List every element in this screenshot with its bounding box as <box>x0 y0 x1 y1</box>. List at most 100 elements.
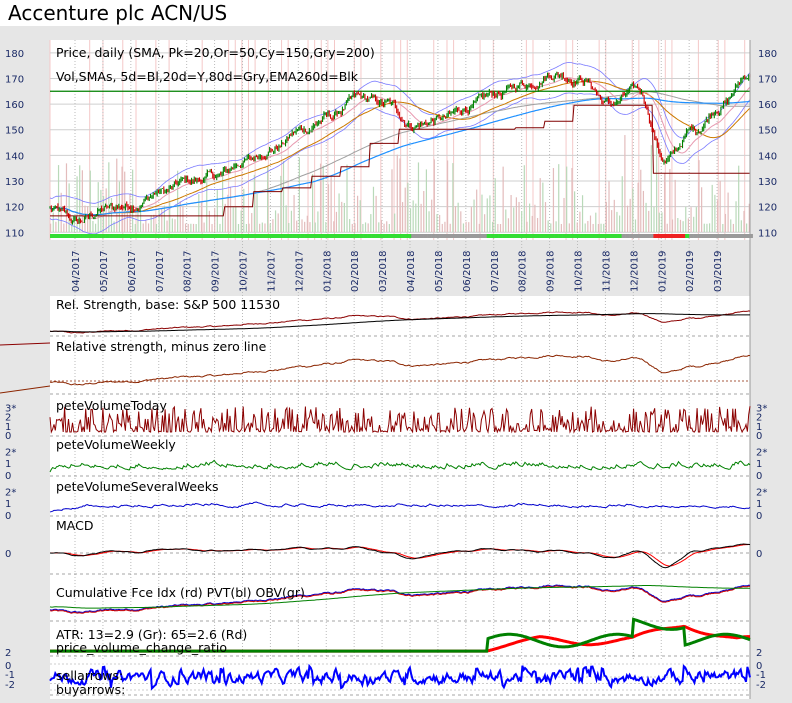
status-strip-cell <box>69 234 75 238</box>
volume-bar <box>589 215 592 232</box>
volume-bar <box>499 223 502 232</box>
status-strip-cell <box>200 234 206 238</box>
volume-bar <box>505 209 507 232</box>
x-tick-label: 06/2017 <box>127 250 138 292</box>
volume-bar <box>661 212 663 232</box>
volume-bar <box>227 194 229 232</box>
volume-bar <box>618 215 621 232</box>
atr-label-box <box>52 626 352 643</box>
volume-bar <box>134 223 136 232</box>
volume-bar <box>452 163 454 232</box>
status-strip-cell <box>518 234 523 238</box>
volume-bar <box>510 195 512 232</box>
price-ytick-right: 160 <box>758 100 777 111</box>
status-strip-cell <box>169 234 174 238</box>
volume-bar <box>169 201 171 232</box>
volume-bar <box>208 210 210 232</box>
status-strip-cell <box>236 234 241 238</box>
volume-bar <box>407 182 409 232</box>
volume-bar <box>457 202 459 232</box>
x-tick-label: 05/2018 <box>434 250 445 292</box>
status-strip-cell <box>57 234 63 238</box>
volume-bar <box>600 223 602 232</box>
volume-bar <box>267 166 269 232</box>
volume-bar <box>738 165 740 232</box>
status-strip-cell <box>641 234 646 238</box>
volume-bar <box>716 200 719 232</box>
status-strip-cell <box>327 234 333 238</box>
status-strip-cell <box>101 234 106 238</box>
volume-bar <box>306 215 308 232</box>
pete-volume-today-label-box <box>52 397 344 414</box>
volume-bar <box>404 187 406 232</box>
volume-bar <box>735 201 737 232</box>
volume-bar <box>190 223 192 232</box>
volume-bar <box>560 223 562 232</box>
volume-bar <box>415 203 417 232</box>
status-strip-cell <box>577 234 583 238</box>
volume-bar <box>364 222 367 232</box>
volume-bar <box>55 221 57 232</box>
volume-bar <box>237 223 240 232</box>
status-strip-cell <box>399 234 404 238</box>
volume-bar <box>555 221 557 232</box>
volume-bar <box>161 208 163 232</box>
volume-bar <box>425 169 428 232</box>
volume-bar <box>256 193 258 232</box>
status-strip-cell <box>50 234 55 238</box>
volume-bar <box>558 164 560 232</box>
x-tick-label: 01/2018 <box>322 250 333 292</box>
volume-bar <box>388 223 390 232</box>
status-strip-cell <box>308 234 313 238</box>
volume-bar <box>68 183 70 232</box>
status-strip-cell <box>177 234 182 238</box>
status-strip-cell <box>188 234 194 238</box>
volume-bar <box>356 195 359 232</box>
x-tick-label: 01/2019 <box>657 250 668 292</box>
x-tick-label: 10/2018 <box>574 250 585 292</box>
volume-bar <box>690 207 692 232</box>
status-strip-cell <box>657 234 662 238</box>
volume-bar <box>333 221 335 232</box>
volume-bar <box>576 222 578 232</box>
volume-bar <box>563 197 565 232</box>
pete-volume-several-weeks-ytick-left: 1 <box>5 499 11 510</box>
vol-label-box <box>52 68 360 86</box>
volume-bar <box>174 219 176 232</box>
volume-bar <box>124 171 126 232</box>
pete-volume-today-ytick-left: 3* <box>5 403 16 414</box>
status-strip-cell <box>331 234 337 238</box>
price-ytick-left: 110 <box>5 228 24 239</box>
pete-volume-weekly-line <box>49 459 751 473</box>
volume-bar <box>259 223 261 232</box>
volume-bar <box>359 200 361 232</box>
price-volume-change-ratio-ytick-right: -1 <box>756 670 766 681</box>
pete-volume-today-ytick-right: 0 <box>756 431 762 442</box>
pete-volume-several-weeks-label-box <box>52 478 344 495</box>
status-strip-cell <box>439 234 444 238</box>
volume-bar <box>605 201 607 232</box>
status-strip-cell <box>498 234 503 238</box>
status-strip-cell <box>343 234 349 238</box>
volume-bar <box>703 223 705 232</box>
volume-bar <box>177 170 179 232</box>
price-ytick-right: 140 <box>758 151 777 162</box>
volume-bar <box>285 205 287 232</box>
volume-bar <box>327 184 330 232</box>
volume-bar <box>552 168 555 232</box>
volume-bar <box>314 222 316 232</box>
status-strip-cell <box>621 234 626 238</box>
price-label: Price, daily (SMA, Pk=20,Or=50,Cy=150,Gr… <box>56 45 375 60</box>
x-tick-label: 07/2017 <box>155 250 166 292</box>
status-strip-cell <box>530 234 535 238</box>
volume-bar <box>693 216 695 232</box>
volume-bar <box>182 206 184 232</box>
status-strip-cell <box>478 234 484 238</box>
volume-bar <box>57 165 60 232</box>
status-strip-cell <box>264 234 269 238</box>
volume-bar <box>476 189 478 232</box>
status-strip-cell <box>105 234 110 238</box>
price-volume-change-ratio-ytick-left: -2 <box>5 680 15 691</box>
status-strip-cell <box>97 234 102 238</box>
